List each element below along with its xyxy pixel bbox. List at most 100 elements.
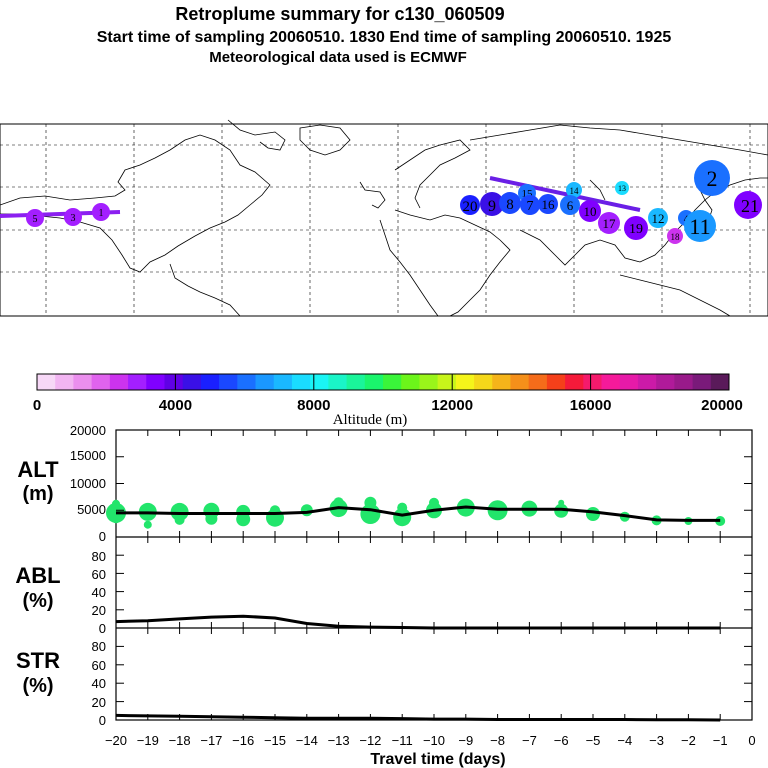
- colorbar-cell-alt-25: [492, 374, 511, 390]
- str-ytick-0: 0: [99, 713, 106, 728]
- chart-title: Retroplume summary for c130_060509: [175, 4, 504, 24]
- marker-label-6: 6: [567, 198, 574, 213]
- trajectory-track-east: [489, 176, 641, 212]
- marker-label-16: 16: [542, 197, 556, 212]
- marker-label-14: 14: [570, 186, 580, 196]
- alt-ytick-10000: 10000: [70, 476, 106, 491]
- alt-ylabel-line2: (m): [22, 483, 53, 505]
- alt-ytick-0: 0: [99, 529, 106, 544]
- colorbar-cell-alt-1: [55, 374, 74, 390]
- xtick-m20: −20: [105, 733, 127, 748]
- colorbar-cell-alt-31: [601, 374, 621, 390]
- alt-scatter-point-27: [586, 507, 600, 521]
- xtick-m16: −16: [232, 733, 254, 748]
- trajectory-cluster: 5 3 1 20 9 8 15 7 16 14 6 10 13: [0, 160, 762, 244]
- sampling-times: Start time of sampling 20060510. 1830 En…: [97, 29, 672, 46]
- xtick-m4: −4: [617, 733, 632, 748]
- alt-scatter-point-5: [170, 502, 189, 521]
- marker-circle-7: [520, 195, 540, 215]
- alt-scatter-point-18: [393, 508, 412, 527]
- alt-scatter-point-6: [174, 514, 185, 525]
- colorbar-cell-alt-15: [310, 374, 329, 390]
- colorbar-cell-alt-4: [109, 374, 129, 390]
- marker-label-9: 9: [488, 198, 496, 215]
- xtick-m13: −13: [328, 733, 350, 748]
- colorbar-cell-alt-19: [383, 374, 402, 390]
- colorbar-cell-alt-27: [528, 374, 548, 390]
- marker-label-15: 15: [522, 188, 534, 200]
- marker-circle-9: [480, 192, 504, 216]
- alt-scatter-point-8: [205, 512, 218, 525]
- str-panel: STR (%) 0 20 40 60 80: [16, 639, 721, 728]
- marker-circle-8: [499, 192, 521, 214]
- colorbar-cells: [37, 374, 730, 390]
- colorbar-cell-alt-14: [291, 374, 311, 390]
- marker-circle-11: [684, 210, 716, 242]
- colorbar-cell-alt-28: [546, 374, 566, 390]
- met-data-line: Meteorological data used is ECMWF: [209, 49, 467, 66]
- abl-ytick-80: 80: [92, 549, 106, 564]
- colorbar-cell-alt-34: [656, 374, 675, 390]
- colorbar-cell-alt-8: [182, 374, 202, 390]
- marker-label-18: 18: [671, 232, 681, 242]
- alt-scatter-point-17: [364, 496, 377, 509]
- alt-ytick-15000: 15000: [70, 448, 106, 463]
- marker-circle-20: [460, 195, 480, 215]
- colorbar-title: Altitude (m): [333, 412, 408, 428]
- colorbar-cell-alt-36: [692, 374, 712, 390]
- marker-label-3: 3: [71, 213, 76, 224]
- colorbar-cell-alt-22: [437, 374, 457, 390]
- colorbar: 0 4000 8000 12000 16000 20000 Altitude (…: [33, 373, 743, 428]
- colorbar-tick-16000: 16000: [570, 397, 612, 414]
- xtick-m6: −6: [554, 733, 569, 748]
- marker-circle-17: [598, 212, 620, 234]
- xtick-m7: −7: [522, 733, 537, 748]
- str-ytick-40: 40: [92, 676, 106, 691]
- colorbar-cell-alt-24: [474, 374, 493, 390]
- xtick-m12: −12: [359, 733, 381, 748]
- alt-ytick-5000: 5000: [77, 502, 106, 517]
- colorbar-cell-alt-20: [401, 374, 420, 390]
- marker-circle-10: [579, 200, 601, 222]
- marker-circle-5: [26, 209, 44, 227]
- xtick-m2: −2: [681, 733, 696, 748]
- colorbar-cell-alt-23: [455, 374, 475, 390]
- str-ytick-80: 80: [92, 639, 106, 654]
- abl-ytick-40: 40: [92, 585, 106, 600]
- x-axis: −20 −19 −18 −17 −16 −15 −14 −13 −12 −11 …: [105, 733, 756, 768]
- colorbar-cell-alt-7: [164, 374, 184, 390]
- alt-scatter-point-21: [429, 497, 439, 508]
- x-axis-label: Travel time (days): [370, 751, 505, 768]
- marker-circle-1: [92, 203, 110, 221]
- colorbar-cell-alt-11: [237, 374, 256, 390]
- xtick-m19: −19: [137, 733, 159, 748]
- timeseries-panels: ALT (m) 0 5000 10000 15000 20000 ABL (%)…: [15, 423, 755, 768]
- abl-series-line: [115, 614, 721, 630]
- str-ylabel-line1: STR: [16, 648, 60, 673]
- alt-ylabel-line1: ALT: [17, 457, 59, 482]
- alt-scatter-point-4: [143, 520, 152, 529]
- colorbar-cell-alt-12: [255, 374, 275, 390]
- colorbar-cell-alt-30: [583, 374, 602, 390]
- marker-circle-3: [64, 208, 82, 226]
- xtick-m1: −1: [713, 733, 728, 748]
- marker-label-7: 7: [527, 199, 534, 214]
- colorbar-cell-alt-10: [219, 374, 238, 390]
- colorbar-cell-alt-37: [710, 374, 730, 390]
- alt-scatter-point-10: [236, 512, 251, 527]
- map-panel: 5 3 1 20 9 8 15 7 16 14 6 10 13: [0, 119, 768, 317]
- marker-circle-16: [538, 194, 558, 214]
- marker-label-2: 2: [707, 166, 718, 191]
- alt-scatter-point-25: [554, 503, 569, 518]
- marker-circle-14: [566, 182, 582, 198]
- marker-circle-19: [624, 216, 648, 240]
- alt-scatter-point-2: [112, 515, 120, 524]
- xtick-m9: −9: [458, 733, 473, 748]
- alt-scatter-point-19: [397, 502, 408, 513]
- marker-label-12: 12: [652, 211, 665, 226]
- alt-scatter-point-15: [333, 497, 344, 508]
- colorbar-tick-4000: 4000: [159, 397, 192, 414]
- marker-label-11: 11: [689, 214, 710, 239]
- xtick-m14: −14: [296, 733, 318, 748]
- abl-ylabel-line2: (%): [22, 590, 53, 612]
